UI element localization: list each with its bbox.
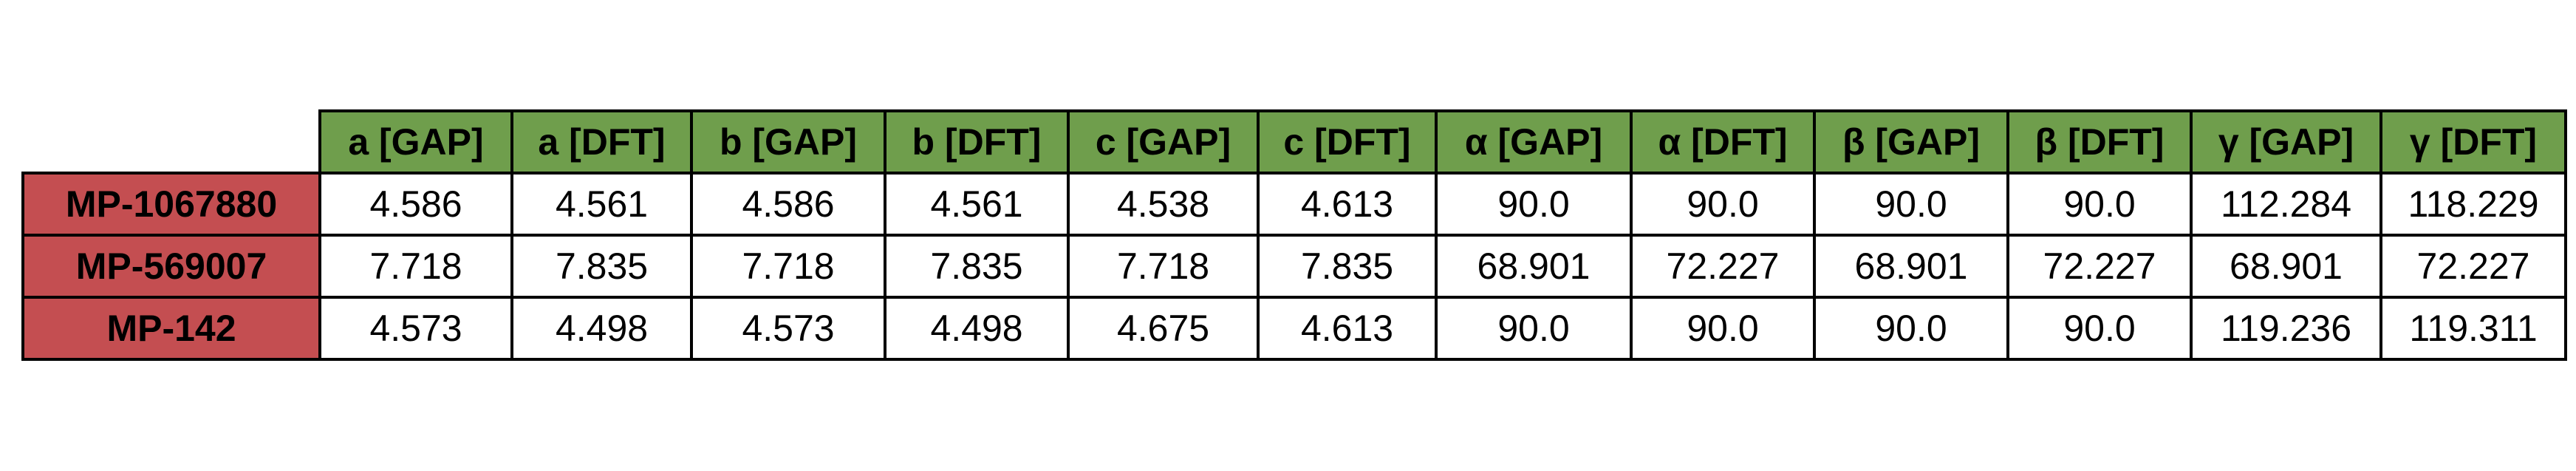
column-header: b [GAP] bbox=[690, 109, 886, 174]
column-header: a [GAP] bbox=[318, 109, 513, 174]
table-cell: 119.236 bbox=[2190, 296, 2382, 361]
table-cell: 4.573 bbox=[690, 296, 886, 361]
table-cell: 4.586 bbox=[690, 172, 886, 237]
corner-cell bbox=[23, 111, 320, 174]
table-cell: 90.0 bbox=[1813, 172, 2009, 237]
column-header: c [GAP] bbox=[1067, 109, 1260, 174]
table-cell: 68.901 bbox=[2190, 234, 2382, 299]
table-cell: 4.561 bbox=[510, 172, 693, 237]
table-cell: 4.586 bbox=[318, 172, 513, 237]
table-cell: 4.538 bbox=[1067, 172, 1260, 237]
table-row: MP-569007 7.718 7.835 7.718 7.835 7.718 7.835 6… bbox=[21, 234, 2567, 299]
table-cell: 90.0 bbox=[1435, 296, 1633, 361]
table-cell: 4.498 bbox=[510, 296, 693, 361]
table-cell: 90.0 bbox=[2006, 172, 2193, 237]
table-row: MP-1067880 4.586 4.561 4.586 4.561 4.538 4.613… bbox=[21, 172, 2567, 237]
table-cell: 4.573 bbox=[318, 296, 513, 361]
table-cell: 7.835 bbox=[510, 234, 693, 299]
column-header: γ [GAP] bbox=[2190, 109, 2382, 174]
table-cell: 7.835 bbox=[1257, 234, 1438, 299]
table-row: MP-142 4.573 4.498 4.573 4.498 4.675 4.613 90.0… bbox=[21, 296, 2567, 361]
header-row: a [GAP] a [DFT] b [GAP] b [DFT] c [GAP] c [DF… bbox=[23, 109, 2567, 174]
table-cell: 7.718 bbox=[690, 234, 886, 299]
row-label: MP-569007 bbox=[21, 234, 321, 299]
table-cell: 118.229 bbox=[2379, 172, 2567, 237]
table-body: MP-1067880 4.586 4.561 4.586 4.561 4.538 4.613… bbox=[21, 172, 2567, 361]
table-cell: 119.311 bbox=[2379, 296, 2567, 361]
row-label: MP-142 bbox=[21, 296, 321, 361]
table-cell: 112.284 bbox=[2190, 172, 2382, 237]
table-cell: 90.0 bbox=[2006, 296, 2193, 361]
column-header: β [DFT] bbox=[2006, 109, 2193, 174]
results-table: a [GAP] a [DFT] b [GAP] b [DFT] c [GAP] c [DF… bbox=[21, 109, 2567, 361]
table-cell: 72.227 bbox=[2379, 234, 2567, 299]
table-cell: 4.561 bbox=[884, 172, 1070, 237]
table-cell: 7.718 bbox=[1067, 234, 1260, 299]
table-cell: 68.901 bbox=[1435, 234, 1633, 299]
table-cell: 68.901 bbox=[1813, 234, 2009, 299]
column-header: α [DFT] bbox=[1630, 109, 1816, 174]
table-cell: 72.227 bbox=[2006, 234, 2193, 299]
table-cell: 4.613 bbox=[1257, 296, 1438, 361]
column-header: a [DFT] bbox=[510, 109, 693, 174]
column-header: c [DFT] bbox=[1257, 109, 1438, 174]
table-cell: 90.0 bbox=[1435, 172, 1633, 237]
row-label: MP-1067880 bbox=[21, 172, 321, 237]
table-cell: 72.227 bbox=[1630, 234, 1816, 299]
table-cell: 4.675 bbox=[1067, 296, 1260, 361]
table-cell: 7.718 bbox=[318, 234, 513, 299]
table-cell: 4.498 bbox=[884, 296, 1070, 361]
table-cell: 7.835 bbox=[884, 234, 1070, 299]
column-header: b [DFT] bbox=[884, 109, 1070, 174]
table-cell: 4.613 bbox=[1257, 172, 1438, 237]
table-cell: 90.0 bbox=[1630, 172, 1816, 237]
table-cell: 90.0 bbox=[1630, 296, 1816, 361]
column-header: β [GAP] bbox=[1813, 109, 2009, 174]
table-cell: 90.0 bbox=[1813, 296, 2009, 361]
column-header: α [GAP] bbox=[1435, 109, 1633, 174]
column-header: γ [DFT] bbox=[2379, 109, 2567, 174]
